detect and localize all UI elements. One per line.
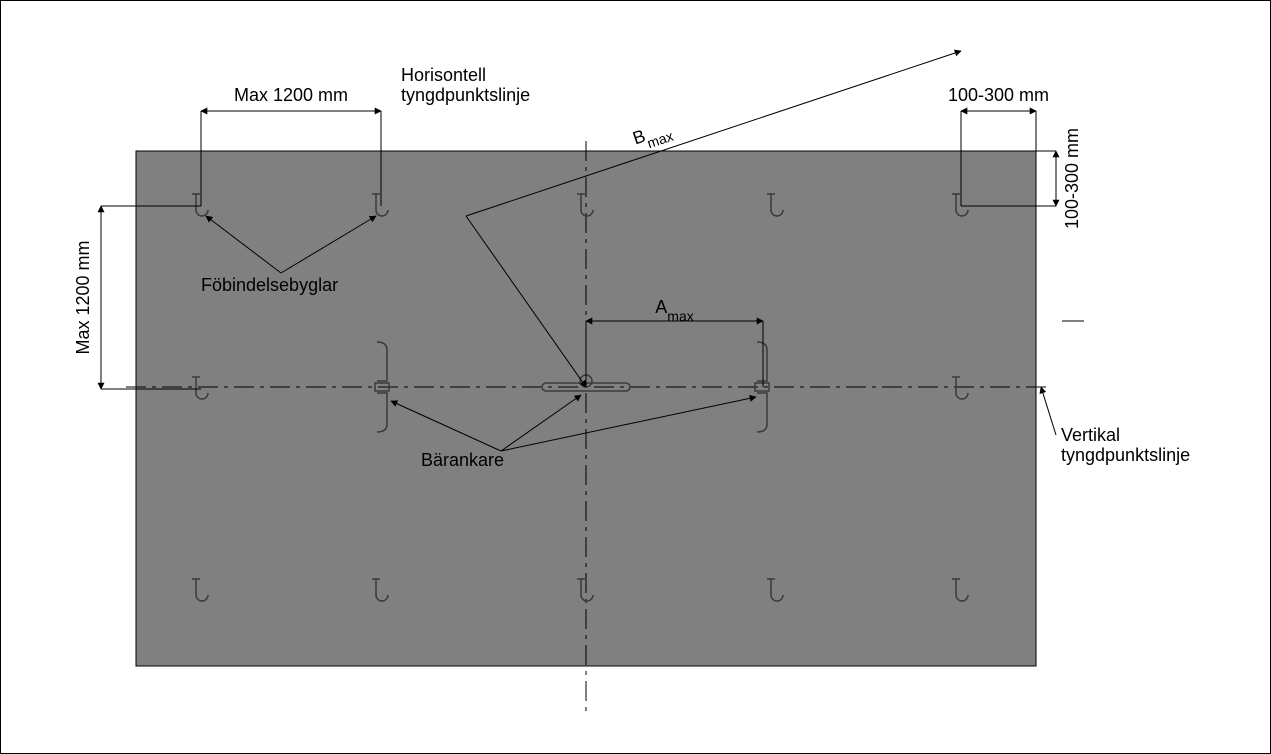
label-barankare: Bärankare: [421, 450, 504, 470]
label-vertical-cg-1: Vertikal: [1061, 425, 1120, 445]
dim-max1200-v: Max 1200 mm: [73, 240, 93, 354]
dim-100-300-h: 100-300 mm: [948, 85, 1049, 105]
label-vertical-cg-2: tyngdpunktslinje: [1061, 445, 1190, 465]
label-horizontal-cg-2: tyngdpunktslinje: [401, 85, 530, 105]
dim-100-300-v: 100-300 mm: [1062, 128, 1082, 229]
label-horizontal-cg-1: Horisontell: [401, 65, 486, 85]
label-fobindelsebyglar: Föbindelsebyglar: [201, 275, 338, 295]
diagram-svg: Max 1200 mm 100-300 mm Max 1200 mm 100-300 …: [1, 1, 1271, 754]
dim-max1200-h: Max 1200 mm: [234, 85, 348, 105]
diagram-frame: Max 1200 mm 100-300 mm Max 1200 mm 100-300 …: [0, 0, 1271, 754]
dim-bmax: Bmax: [630, 117, 675, 155]
